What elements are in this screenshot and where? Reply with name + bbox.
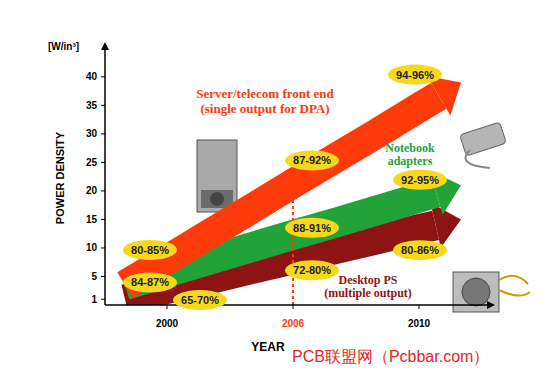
y-tick-label: 40 xyxy=(86,71,98,82)
y-tick xyxy=(101,162,105,163)
y-tick-label: 10 xyxy=(86,242,98,253)
y-tick xyxy=(101,133,105,134)
annotation-text: 80-85% xyxy=(131,244,169,256)
server-icon xyxy=(201,190,233,208)
series-label-line: adapters xyxy=(388,154,433,168)
x-axis-arrow xyxy=(487,301,495,309)
series-label: Server/telecom front end(single output f… xyxy=(196,86,334,116)
y-tick-label: 1 xyxy=(91,294,97,305)
y-axis-label: POWER DENSITY xyxy=(54,131,66,224)
annotation-ellipse xyxy=(285,260,339,280)
x-tick xyxy=(293,305,294,309)
annotation-text: 80-86% xyxy=(401,244,439,256)
annotation-text: 94-96% xyxy=(396,69,434,81)
y-tick-label: 25 xyxy=(86,157,98,168)
annotation-ellipse xyxy=(123,240,177,260)
band xyxy=(125,96,439,285)
annotation-text: 72-80% xyxy=(293,264,331,276)
series-label-line: Notebook xyxy=(385,141,435,155)
series-label-line: (multiple output) xyxy=(324,286,412,300)
annotation-ellipse xyxy=(285,218,339,238)
series-label-line: Server/telecom front end xyxy=(196,86,334,101)
adapter-icon xyxy=(466,150,491,168)
y-tick xyxy=(101,105,105,106)
y-tick-label: 15 xyxy=(86,214,98,225)
y-tick xyxy=(101,219,105,220)
annotation-ellipse xyxy=(123,272,177,292)
annotation-text: 84-87% xyxy=(131,276,169,288)
x-tick-label: 2010 xyxy=(408,318,431,329)
psu-icon xyxy=(453,272,499,312)
adapter-icon xyxy=(460,122,507,156)
axes: 1510152025303540200020062010 xyxy=(86,42,495,329)
marker-line xyxy=(292,183,294,305)
annotations: 80-85% 87-92% 94-96% 84-87% 88-91% 92-95% 65-7… xyxy=(123,65,447,310)
annotation-ellipse xyxy=(285,150,339,170)
annotation-text: 88-91% xyxy=(293,222,331,234)
y-tick-label: 20 xyxy=(86,185,98,196)
server-icon xyxy=(210,192,224,206)
series-label-line: Desktop PS xyxy=(338,273,397,287)
annotation-text: 92-95% xyxy=(401,174,439,186)
x-tick-label: 2006 xyxy=(282,318,305,329)
annotation-text: 65-70% xyxy=(181,294,219,306)
y-tick-label: 35 xyxy=(86,100,98,111)
x-axis-line xyxy=(105,304,489,306)
series-label-line: (single output for DPA) xyxy=(200,101,329,116)
x-axis-label: YEAR xyxy=(251,340,285,354)
y-tick-label: 5 xyxy=(91,271,97,282)
y-tick-label: 30 xyxy=(86,128,98,139)
y-tick xyxy=(101,190,105,191)
y-axis-unit: [W/in³] xyxy=(48,41,79,52)
y-tick xyxy=(101,299,105,300)
x-tick-label: 2000 xyxy=(156,318,179,329)
series-label: Desktop PS(multiple output) xyxy=(324,273,412,300)
x-tick xyxy=(167,305,168,309)
y-tick xyxy=(101,76,105,77)
annotation-ellipse xyxy=(393,240,447,260)
marks xyxy=(125,76,461,299)
watermark: PCB联盟网（Pcbbar.com） xyxy=(292,348,489,365)
annotation-ellipse xyxy=(393,170,447,190)
server-icon xyxy=(197,140,237,212)
psu-icon xyxy=(499,276,530,296)
chart-svg: 1510152025303540200020062010POWER DENSIT… xyxy=(0,0,547,372)
y-tick xyxy=(101,276,105,277)
y-axis-arrow xyxy=(101,42,109,50)
series-label: Notebookadapters xyxy=(385,141,435,168)
y-axis-line xyxy=(104,46,106,305)
x-tick xyxy=(419,305,420,309)
annotation-ellipse xyxy=(173,290,227,310)
annotation-text: 87-92% xyxy=(293,154,331,166)
y-tick xyxy=(101,247,105,248)
annotation-ellipse xyxy=(388,65,442,85)
psu-icon xyxy=(462,278,490,306)
background xyxy=(0,0,547,372)
